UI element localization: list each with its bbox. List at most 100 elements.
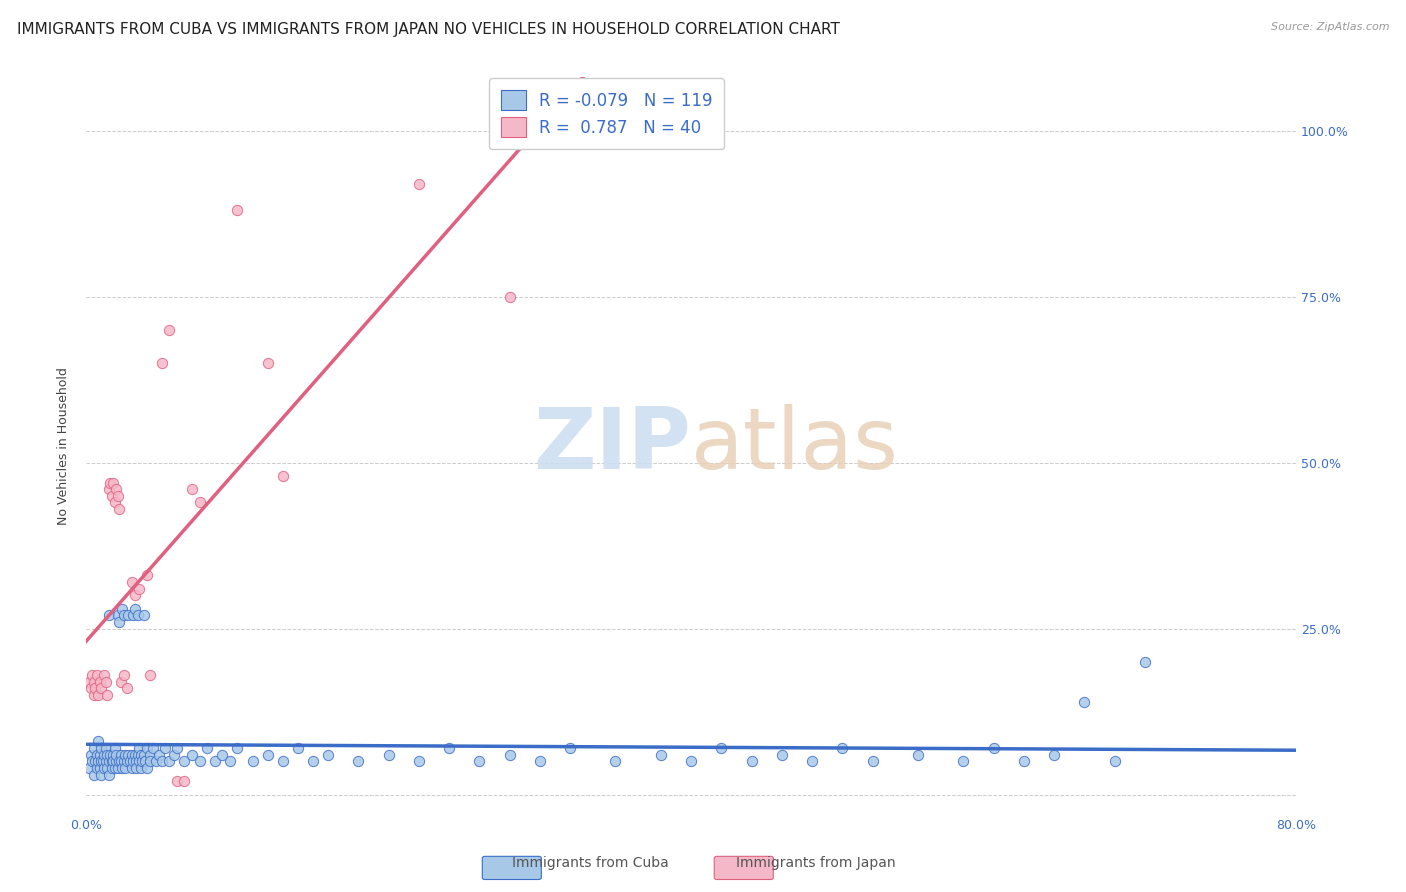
Point bbox=[108, 615, 131, 629]
Point bbox=[125, 755, 148, 769]
Point bbox=[94, 741, 117, 756]
Point bbox=[86, 761, 108, 775]
Point bbox=[150, 755, 173, 769]
Point bbox=[101, 755, 124, 769]
Text: Source: ZipAtlas.com: Source: ZipAtlas.com bbox=[1271, 22, 1389, 32]
Point bbox=[104, 761, 127, 775]
Point bbox=[681, 755, 703, 769]
Point bbox=[96, 747, 118, 762]
Point bbox=[112, 668, 135, 682]
Point bbox=[97, 482, 120, 496]
Point bbox=[952, 755, 974, 769]
Text: Immigrants from Cuba: Immigrants from Cuba bbox=[512, 855, 669, 870]
Point bbox=[108, 502, 131, 516]
FancyBboxPatch shape bbox=[482, 856, 541, 880]
Point bbox=[93, 747, 115, 762]
Point bbox=[107, 608, 129, 623]
Point bbox=[122, 755, 145, 769]
Point bbox=[163, 747, 186, 762]
Point bbox=[242, 755, 264, 769]
Point bbox=[138, 755, 160, 769]
Point bbox=[983, 741, 1005, 756]
Text: Immigrants from Japan: Immigrants from Japan bbox=[735, 855, 896, 870]
Point bbox=[90, 741, 112, 756]
FancyBboxPatch shape bbox=[714, 856, 773, 880]
Point bbox=[138, 747, 160, 762]
Point bbox=[127, 747, 149, 762]
Point bbox=[114, 761, 136, 775]
Point bbox=[82, 755, 104, 769]
Point bbox=[103, 747, 125, 762]
Point bbox=[103, 755, 125, 769]
Point bbox=[107, 761, 129, 775]
Point bbox=[90, 767, 112, 781]
Point bbox=[101, 761, 124, 775]
Point bbox=[77, 761, 100, 775]
Point bbox=[135, 741, 157, 756]
Point bbox=[408, 177, 430, 191]
Point bbox=[173, 774, 195, 789]
Point bbox=[124, 588, 146, 602]
Point bbox=[124, 747, 146, 762]
Point bbox=[122, 608, 145, 623]
Point bbox=[121, 761, 143, 775]
Point bbox=[142, 741, 165, 756]
Point bbox=[104, 741, 127, 756]
Point bbox=[105, 755, 128, 769]
Point bbox=[558, 741, 581, 756]
Point bbox=[468, 755, 491, 769]
Point bbox=[135, 761, 157, 775]
Point bbox=[129, 747, 152, 762]
Point bbox=[101, 489, 124, 503]
Point bbox=[77, 674, 100, 689]
Legend: R = -0.079   N = 119, R =  0.787   N = 40: R = -0.079 N = 119, R = 0.787 N = 40 bbox=[489, 78, 724, 149]
Point bbox=[110, 747, 132, 762]
Point bbox=[316, 747, 339, 762]
Point bbox=[83, 767, 105, 781]
Point bbox=[132, 747, 155, 762]
Point bbox=[132, 608, 155, 623]
Point bbox=[204, 755, 226, 769]
Point bbox=[94, 674, 117, 689]
Point bbox=[166, 774, 188, 789]
Point bbox=[82, 668, 104, 682]
Point bbox=[145, 755, 167, 769]
Point bbox=[105, 482, 128, 496]
Point bbox=[131, 755, 153, 769]
Point bbox=[188, 755, 211, 769]
Point bbox=[84, 681, 107, 696]
Point bbox=[211, 747, 233, 762]
Point bbox=[377, 747, 399, 762]
Point bbox=[226, 203, 249, 218]
Point bbox=[104, 495, 127, 509]
Point bbox=[110, 755, 132, 769]
Point bbox=[84, 755, 107, 769]
Point bbox=[153, 741, 176, 756]
Point bbox=[112, 608, 135, 623]
Point bbox=[181, 482, 204, 496]
Point bbox=[80, 681, 103, 696]
Point bbox=[1133, 655, 1156, 669]
Point bbox=[83, 741, 105, 756]
Point bbox=[93, 761, 115, 775]
Point bbox=[89, 761, 111, 775]
Point bbox=[1012, 755, 1035, 769]
Point bbox=[91, 755, 114, 769]
Point bbox=[89, 674, 111, 689]
Point bbox=[498, 747, 520, 762]
Point bbox=[498, 289, 520, 303]
Point bbox=[86, 668, 108, 682]
Point bbox=[181, 747, 204, 762]
Point bbox=[83, 674, 105, 689]
Point bbox=[114, 747, 136, 762]
Point bbox=[831, 741, 853, 756]
Point bbox=[111, 601, 134, 615]
Point bbox=[87, 688, 110, 702]
Point bbox=[117, 608, 139, 623]
Point bbox=[770, 747, 793, 762]
Point bbox=[94, 755, 117, 769]
Point bbox=[80, 747, 103, 762]
Point bbox=[195, 741, 218, 756]
Point bbox=[107, 489, 129, 503]
Point bbox=[256, 356, 278, 370]
